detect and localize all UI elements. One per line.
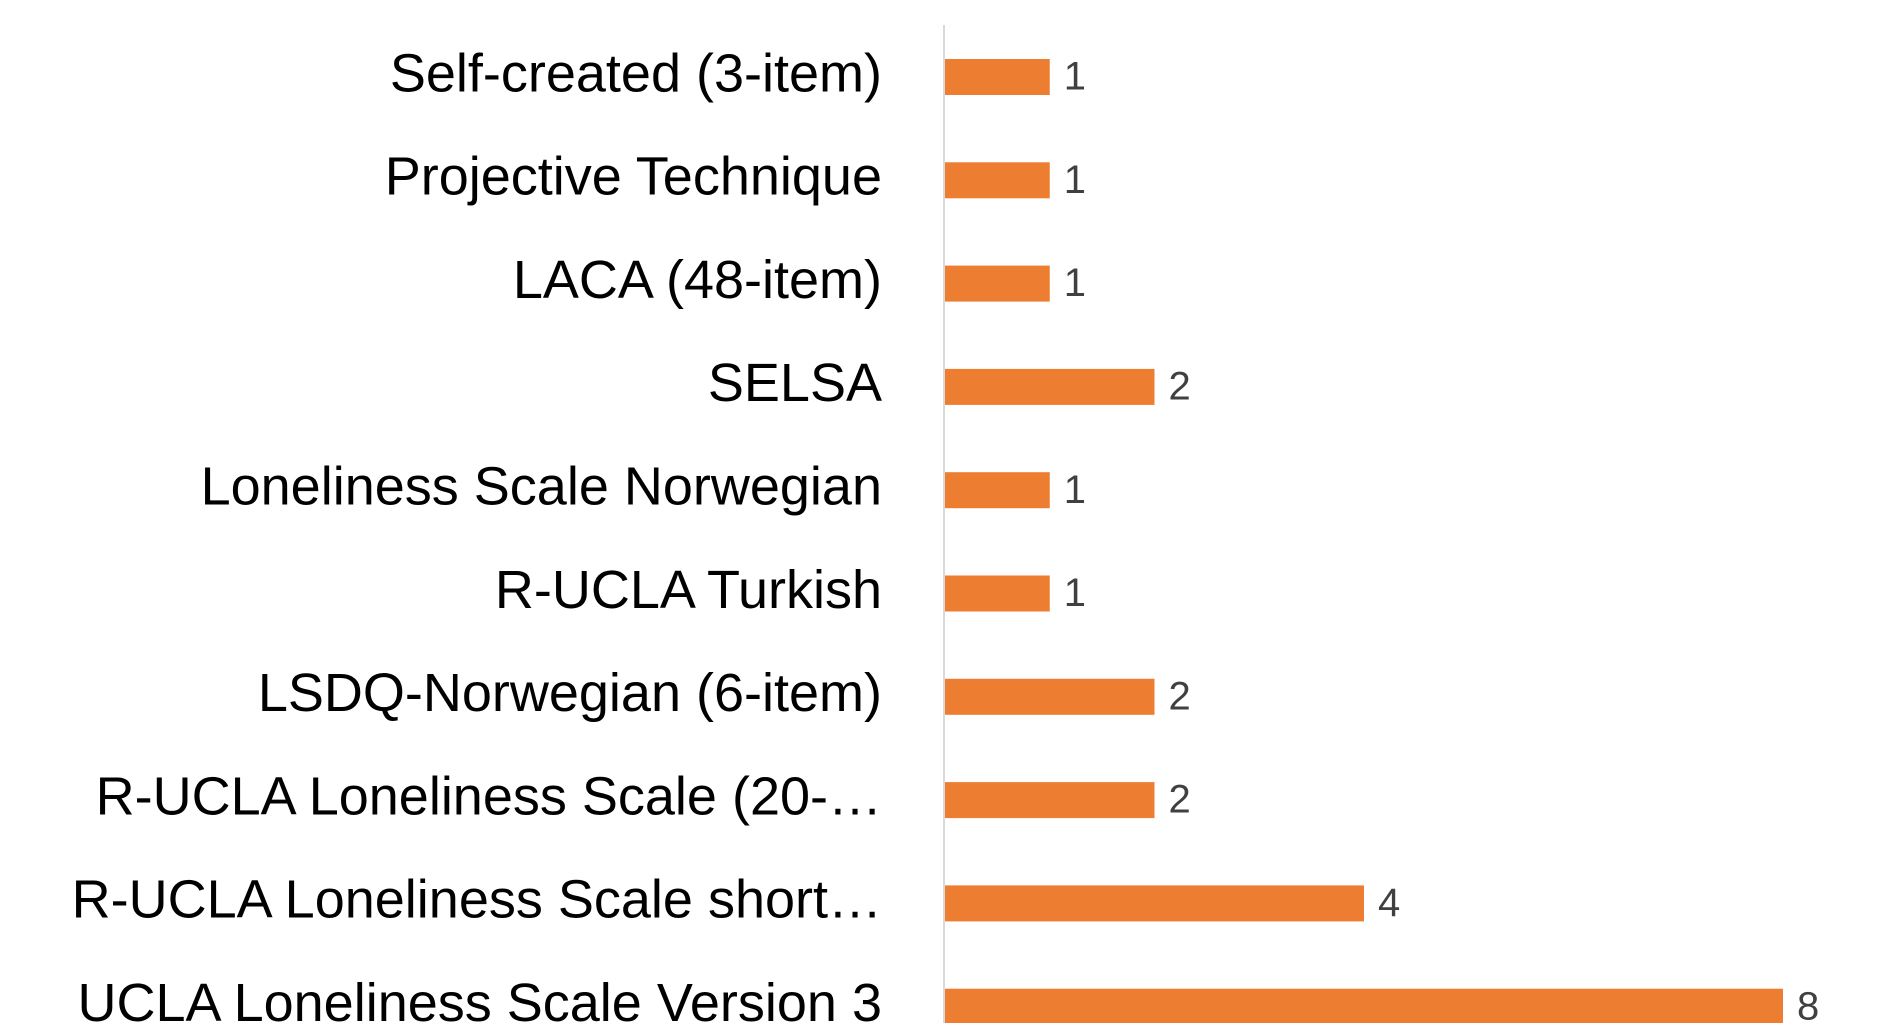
- bar: [945, 265, 1050, 302]
- category-label: UCLA Loneliness Scale Version 3: [78, 973, 883, 1023]
- bar: [945, 368, 1155, 405]
- category-label: LSDQ-Norwegian (6-item): [258, 663, 882, 723]
- category-label: R-UCLA Loneliness Scale short…: [72, 870, 882, 930]
- value-label: 1: [1064, 261, 1086, 305]
- value-label: 1: [1064, 55, 1086, 99]
- value-label: 2: [1169, 778, 1191, 822]
- bar: [945, 988, 1783, 1023]
- value-label: 8: [1797, 984, 1819, 1023]
- value-label: 1: [1064, 571, 1086, 615]
- value-label: 4: [1378, 881, 1400, 925]
- bar: [945, 678, 1155, 715]
- category-label: Self-created (3-item): [390, 43, 882, 103]
- value-label: 1: [1064, 468, 1086, 512]
- bar: [945, 782, 1155, 819]
- value-label: 1: [1064, 158, 1086, 202]
- bar: [945, 162, 1050, 199]
- bar: [945, 59, 1050, 95]
- bar: [945, 575, 1050, 612]
- category-label: R-UCLA Loneliness Scale (20-…: [96, 766, 882, 826]
- category-label: R-UCLA Turkish: [495, 560, 882, 620]
- category-label: LACA (48-item): [513, 250, 882, 310]
- category-label: SELSA: [708, 353, 882, 413]
- bar: [945, 885, 1364, 922]
- category-label: Projective Technique: [385, 147, 882, 207]
- bar: [945, 472, 1050, 509]
- value-label: 2: [1169, 674, 1191, 718]
- value-label: 2: [1169, 364, 1191, 408]
- category-label: Loneliness Scale Norwegian: [201, 456, 882, 516]
